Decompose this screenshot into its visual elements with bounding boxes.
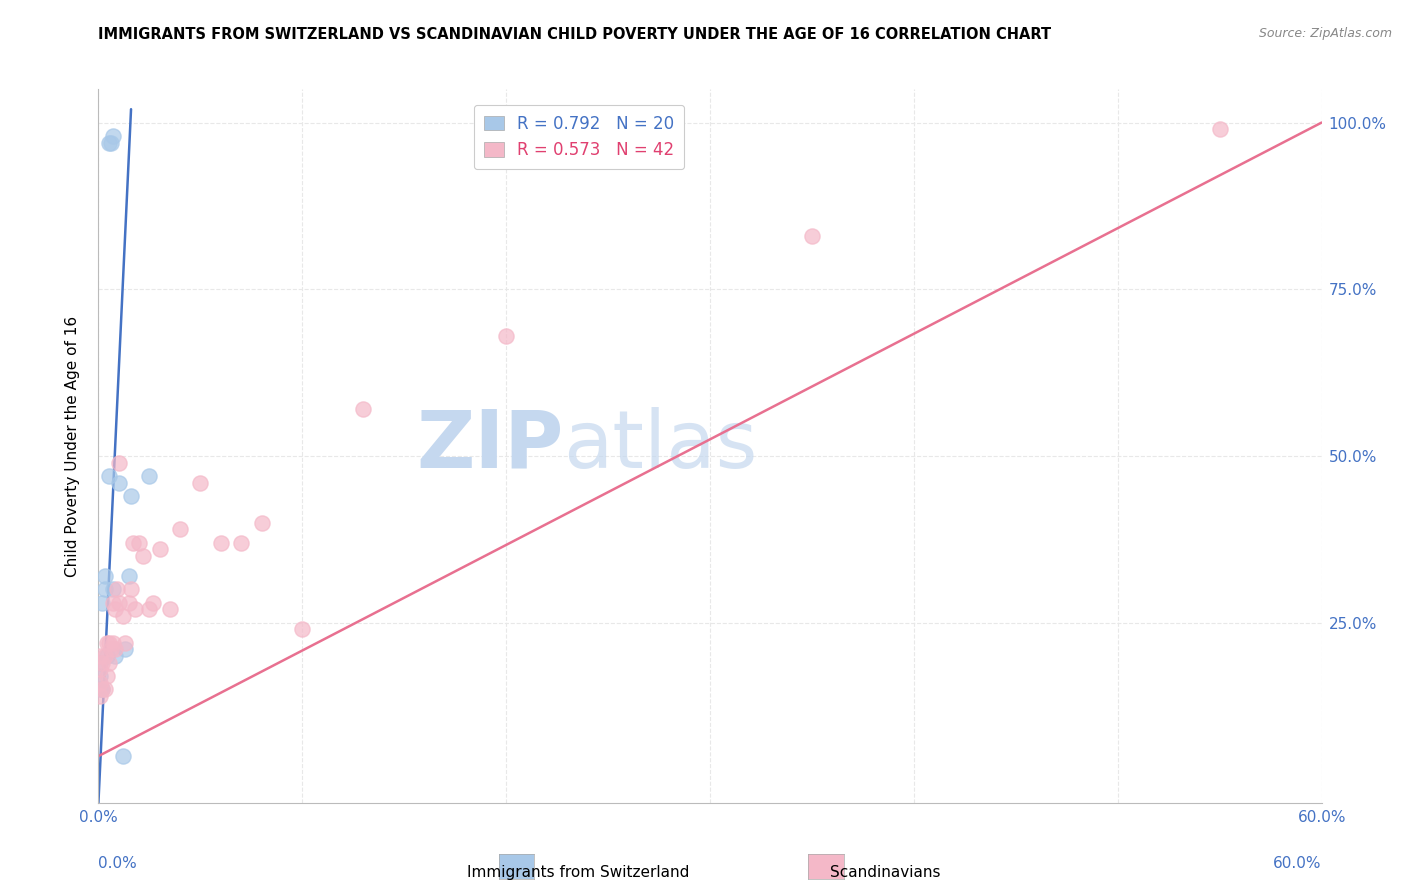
Point [89,682,111,697]
Point [801,228,824,243]
Point [352,402,374,417]
Point [124,602,146,616]
Point [89,662,111,676]
Point [128,535,150,549]
Text: 0.0%: 0.0% [98,856,138,871]
Point [111,749,134,764]
Text: Source: ZipAtlas.com: Source: ZipAtlas.com [1258,27,1392,40]
Point [96,649,118,664]
Point [93,569,115,583]
Point [209,535,232,549]
Point [91,682,114,697]
Point [89,689,111,703]
Point [291,623,314,637]
Text: ZIP: ZIP [416,407,564,485]
Point [118,596,141,610]
Text: Scandinavians: Scandinavians [830,865,941,880]
Point [120,582,142,597]
Point [89,656,111,670]
Point [96,636,118,650]
Point [105,582,128,597]
Point [91,656,114,670]
Point [138,602,160,616]
Point [97,469,120,483]
Point [108,456,131,470]
Point [89,649,111,664]
Point [101,128,124,143]
Point [149,542,172,557]
Point [104,602,127,616]
Point [118,569,141,583]
Point [89,675,111,690]
Point [231,535,253,549]
Point [93,682,115,697]
Point [1209,122,1232,136]
Text: 60.0%: 60.0% [1274,856,1322,871]
Text: IMMIGRANTS FROM SWITZERLAND VS SCANDINAVIAN CHILD POVERTY UNDER THE AGE OF 16 CO: IMMIGRANTS FROM SWITZERLAND VS SCANDINAV… [98,27,1052,42]
Point [96,669,118,683]
Point [111,609,134,624]
Point [104,642,127,657]
Point [159,602,181,616]
Point [93,582,115,597]
Point [108,596,131,610]
Point [91,596,114,610]
Point [132,549,155,563]
Point [89,669,111,683]
Point [91,682,114,697]
Point [169,522,191,536]
Point [122,535,145,549]
Legend: R = 0.792   N = 20, R = 0.573   N = 42: R = 0.792 N = 20, R = 0.573 N = 42 [474,104,685,169]
Point [93,649,115,664]
Point [97,656,120,670]
Point [108,475,131,490]
Point [188,475,212,490]
Point [138,469,160,483]
Point [100,642,122,657]
Point [142,596,165,610]
Point [250,516,273,530]
Point [101,582,124,597]
Text: Immigrants from Switzerland: Immigrants from Switzerland [467,865,689,880]
Point [114,636,136,650]
Point [101,636,124,650]
Point [97,636,120,650]
Point [114,642,136,657]
Point [97,136,120,150]
Y-axis label: Child Poverty Under the Age of 16: Child Poverty Under the Age of 16 [65,316,80,576]
Text: atlas: atlas [564,407,758,485]
Point [495,329,517,343]
Point [100,136,122,150]
Point [104,649,127,664]
Point [120,489,142,503]
Point [101,596,124,610]
